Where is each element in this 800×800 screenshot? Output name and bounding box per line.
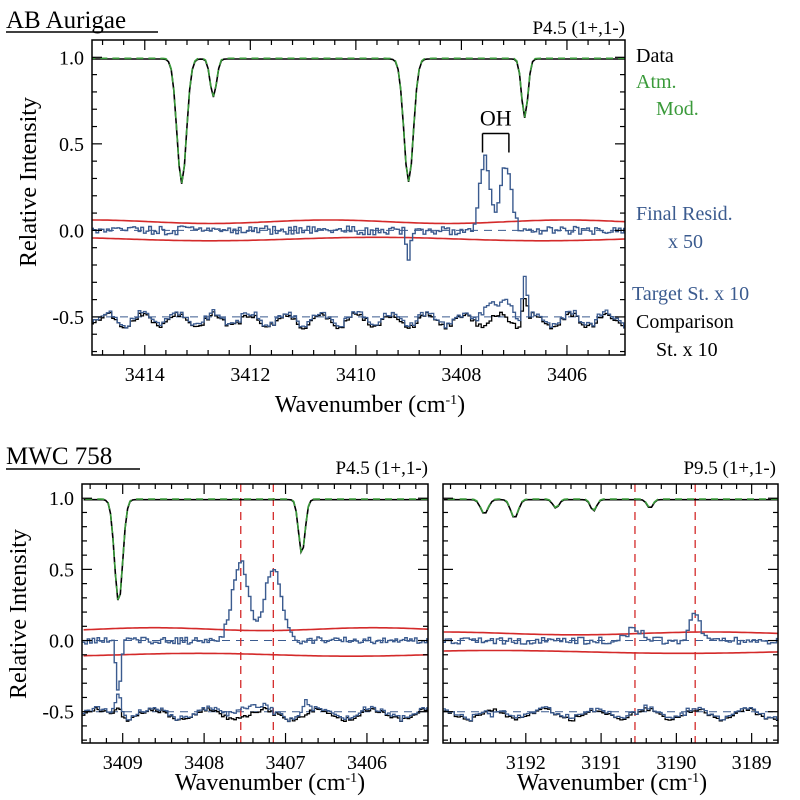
plot-area-mwc758-p9: 3192 3191 3190 3189: [442, 483, 779, 774]
legend-data: Data: [636, 45, 674, 67]
panel-mwc758-p9: P9.5 (1+,1-) Wavenumber (cm-1) 3192 3191 3…: [442, 458, 779, 796]
plot-area-ab-aurigae: 3414 3412 3410 3408 3406 1.0 0.5 0.0 -0.5: [52, 39, 626, 386]
x-tick-label: 3409: [103, 752, 143, 774]
data-spectrum: [83, 498, 428, 601]
x-tick-label: 3410: [336, 364, 376, 386]
y-axis-label: Relative Intensity: [16, 97, 42, 267]
plot-content: [92, 57, 625, 330]
x-tick-label: 3408: [184, 752, 224, 774]
comparison-star: [82, 706, 428, 723]
y-axis-label: Relative Intensity: [6, 529, 32, 699]
x-axis-label: Wavenumber (cm-1): [275, 392, 465, 418]
x-tick-label: 3414: [125, 364, 165, 386]
envelope-upper: [83, 626, 428, 632]
target-star: [443, 704, 778, 722]
x-tick-label: 3192: [506, 752, 546, 774]
legend-atm: Atm.: [636, 71, 677, 93]
x-tick-label: 3406: [547, 364, 587, 386]
legend-mod: Mod.: [656, 98, 699, 120]
plot-area-mwc758-p4: 3409 3408 3407 3406 1.0 0.5 0.0 -0.5: [42, 483, 429, 774]
y-tick-label: -0.5: [42, 702, 74, 724]
final-residual: [443, 612, 778, 645]
y-tick-label: 0.5: [49, 559, 74, 581]
x-tick-label: 3412: [230, 364, 270, 386]
legend-x50: x 50: [668, 231, 703, 253]
final-residual: [92, 154, 625, 261]
atm-model: [83, 498, 428, 600]
x-tick-label: 3406: [347, 752, 387, 774]
x-tick-label: 3189: [732, 752, 772, 774]
x-tick-label: 3191: [581, 752, 621, 774]
atm-model: [443, 498, 778, 517]
y-tick-label: 1.0: [59, 47, 84, 69]
x-axis-label: Wavenumber (cm-1): [175, 770, 365, 796]
legend-comparison: Comparison: [636, 311, 734, 333]
atm-model: [92, 57, 625, 184]
plot-content: [443, 484, 778, 743]
envelope-upper: [443, 631, 778, 636]
transition-label: P4.5 (1+,1-): [335, 458, 428, 479]
y-tick-label: 0.0: [59, 220, 84, 242]
panel-ab-aurigae: AB Aurigae P4.5 (1+,1-) Relative Intensi…: [6, 7, 749, 418]
legend-comparison-scale: St. x 10: [656, 339, 718, 361]
x-tick-label: 3190: [656, 752, 696, 774]
target-star: [82, 693, 428, 722]
legend-target: Target St. x 10: [632, 283, 749, 305]
y-tick-label: 0.0: [49, 631, 74, 653]
legend: Data Atm. Mod. Final Resid. x 50 Target …: [632, 45, 749, 361]
envelope-lower: [443, 649, 778, 655]
transition-label: P9.5 (1+,1-): [683, 458, 776, 479]
comparison-star: [92, 297, 625, 330]
panel-mwc758-p4: MWC 758 P4.5 (1+,1-) Relative Intensity …: [6, 443, 429, 796]
y-tick-label: -0.5: [52, 307, 84, 329]
plot-frame: [81, 483, 429, 744]
plot-content: [82, 484, 428, 743]
target-star: [92, 275, 625, 329]
y-tick-label: 1.0: [49, 488, 74, 510]
envelope-upper: [92, 219, 625, 225]
plot-frame: [91, 39, 626, 356]
envelope-lower: [83, 652, 428, 657]
plot-frame: [442, 483, 779, 744]
x-tick-label: 3408: [441, 364, 481, 386]
panel-title-mwc758: MWC 758: [6, 443, 112, 470]
x-axis-label: Wavenumber (cm-1): [517, 770, 707, 796]
final-residual: [82, 560, 428, 691]
transition-label: P4.5 (1+,1-): [532, 18, 625, 39]
data-spectrum: [443, 498, 778, 518]
y-tick-label: 0.5: [59, 134, 84, 156]
envelope-lower: [92, 236, 625, 242]
legend-final-resid: Final Resid.: [636, 203, 733, 225]
x-tick-label: 3407: [266, 752, 306, 774]
oh-annotation: OH: [480, 105, 512, 153]
panel-title-ab-aurigae: AB Aurigae: [6, 7, 126, 34]
oh-label: OH: [480, 105, 512, 130]
